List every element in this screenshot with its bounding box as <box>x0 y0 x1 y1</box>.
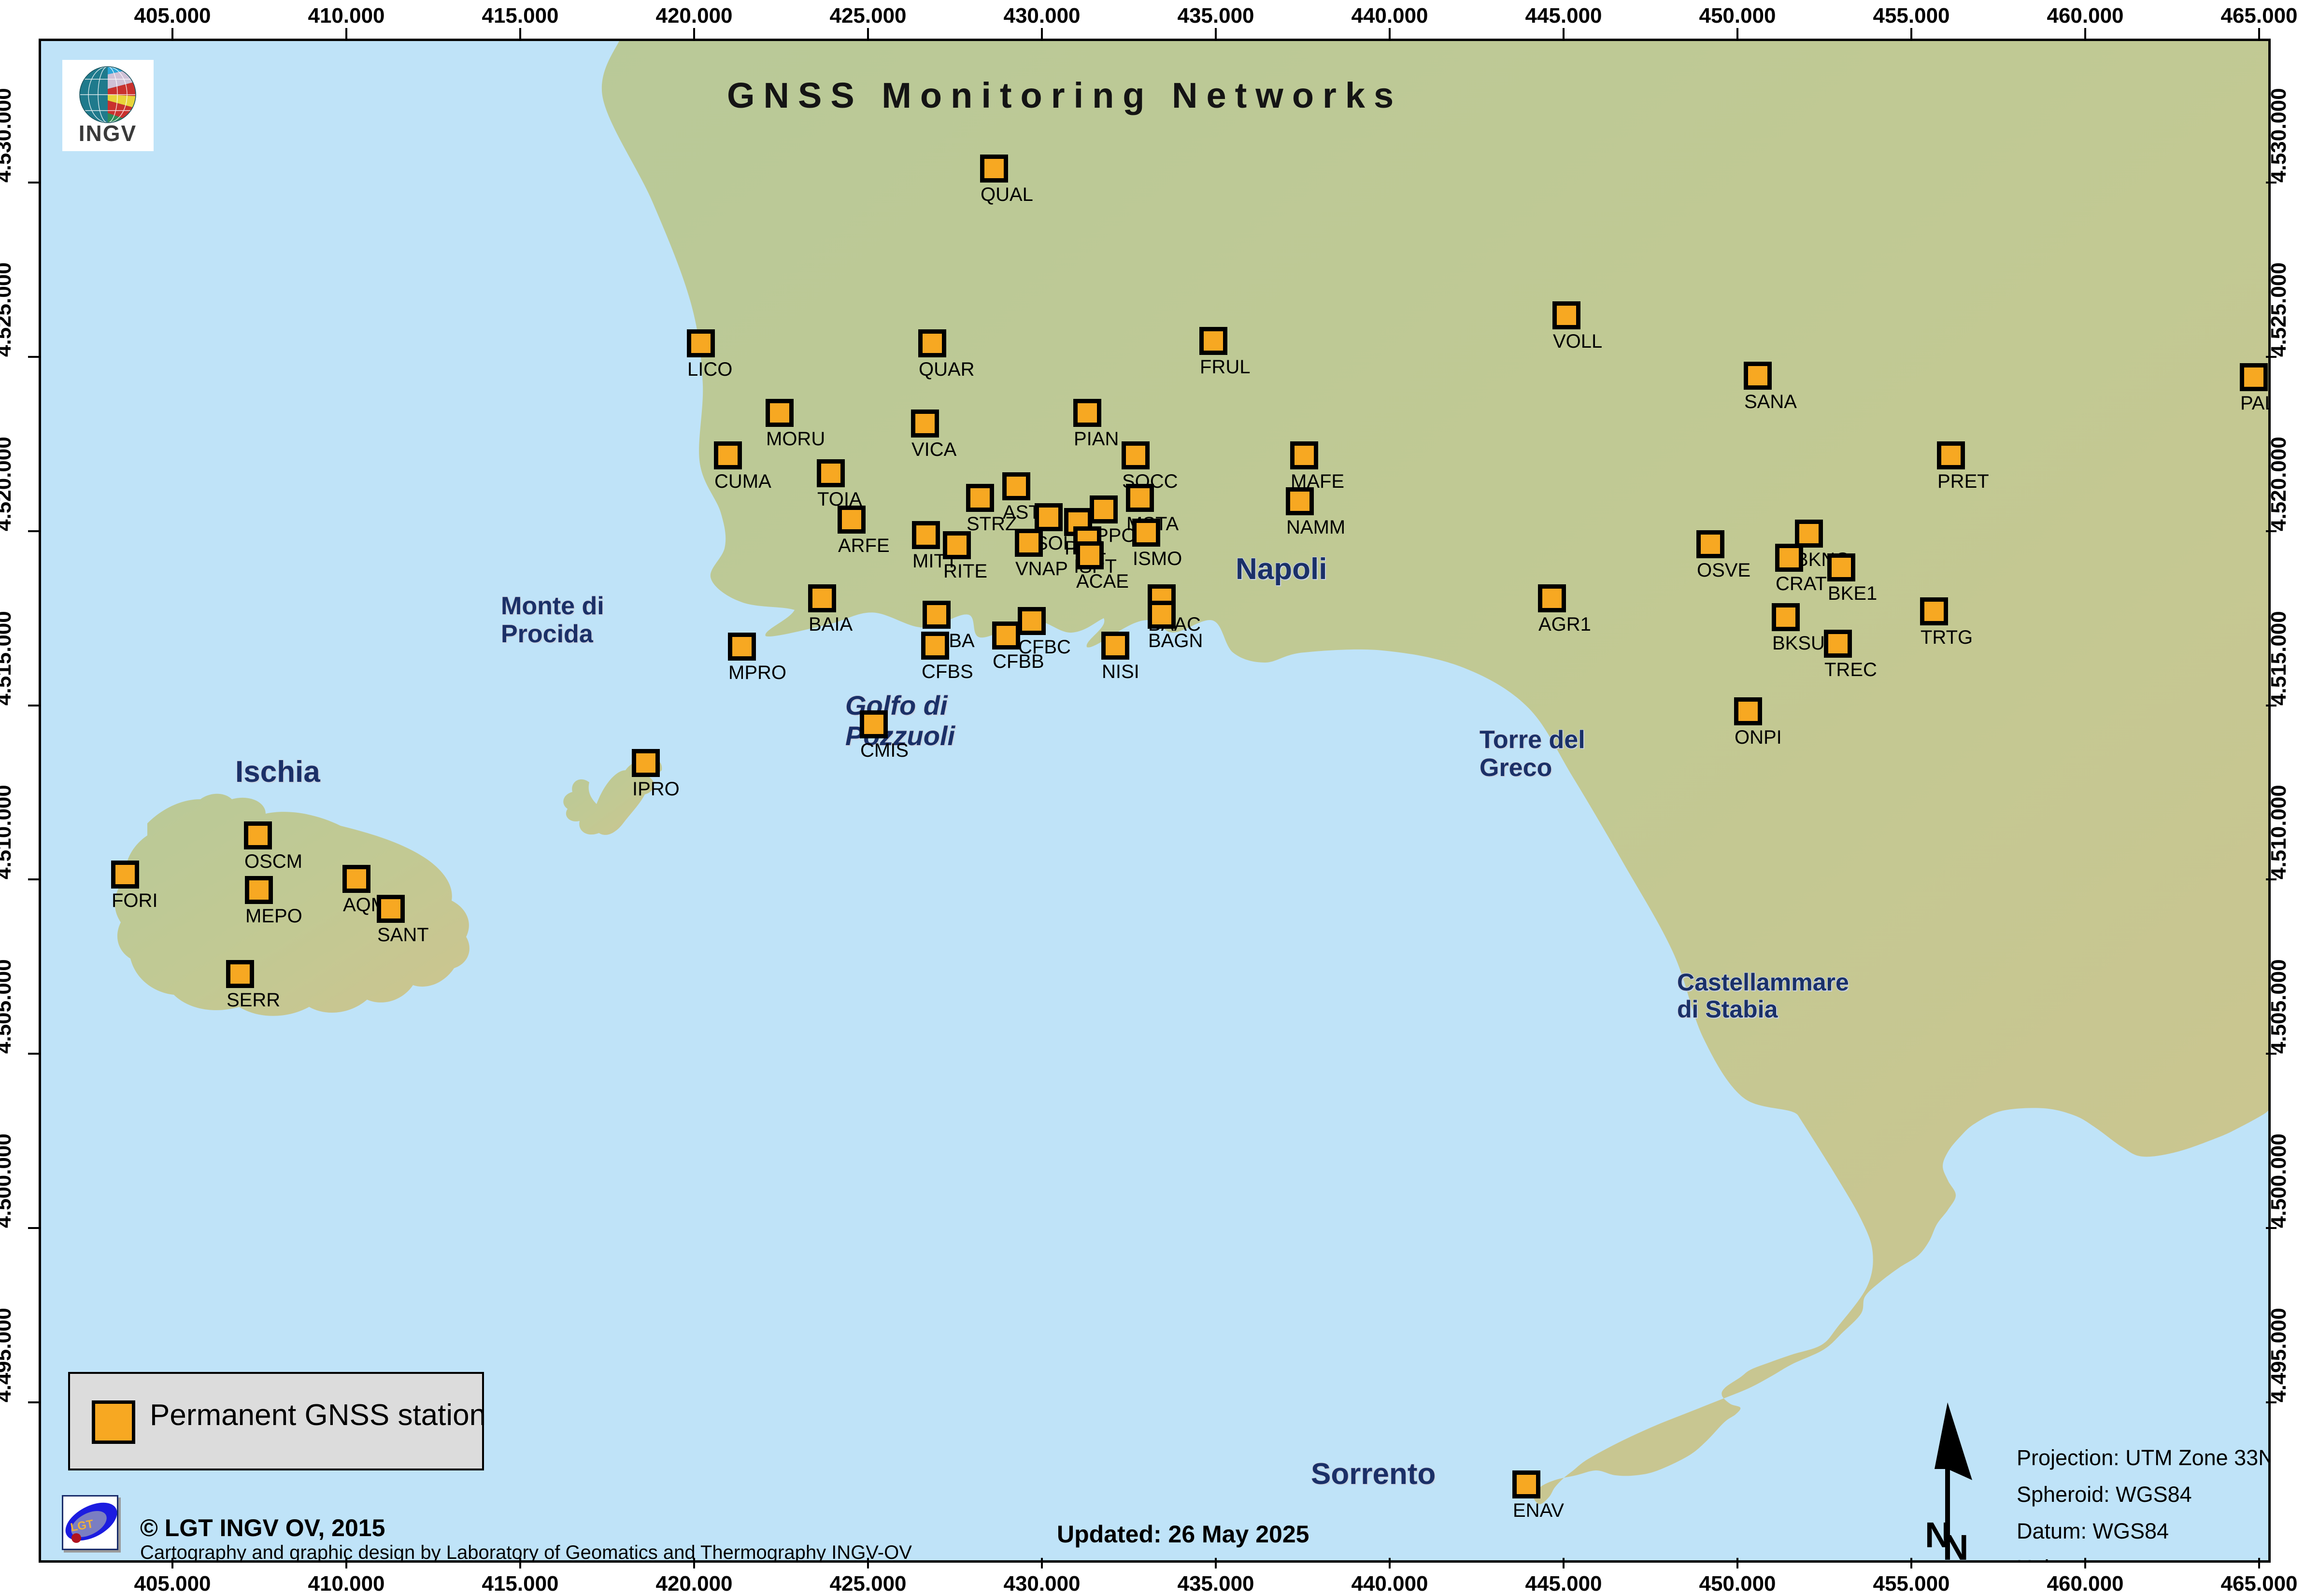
svg-text:INGV: INGV <box>79 121 137 146</box>
svg-text:N: N <box>1943 1527 1968 1563</box>
